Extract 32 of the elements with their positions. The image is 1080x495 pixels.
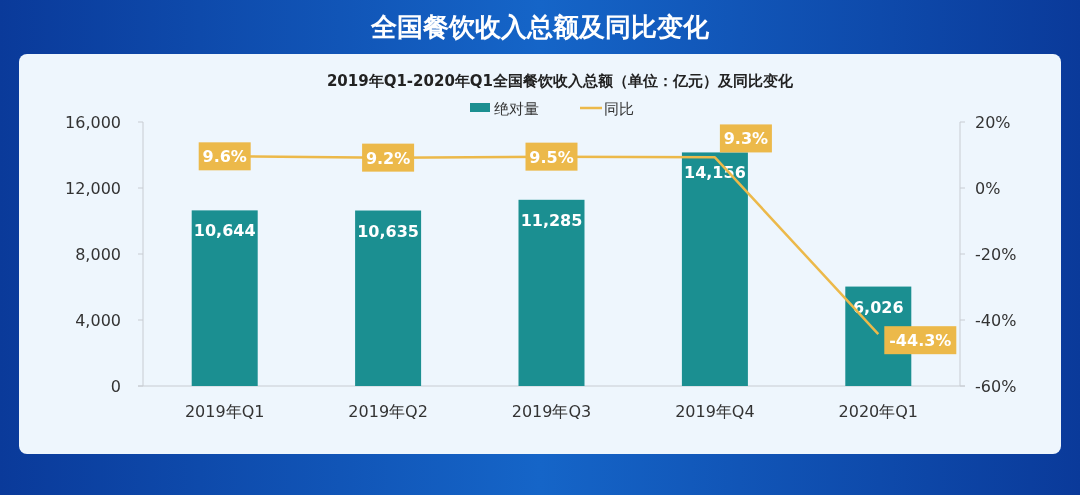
x-tick-label: 2020年Q1 — [838, 402, 919, 421]
data-label: 6,026 — [853, 297, 904, 317]
x-tick-label: 2019年Q4 — [675, 402, 755, 421]
y2-tick-label: -20% — [975, 245, 1017, 264]
legend-label: 同比 — [604, 100, 634, 118]
chart-subtitle: 2019年Q1-2020年Q1全国餐饮收入总额（单位：亿元）及同比变化 — [326, 72, 795, 90]
y-tick-label: 4,000 — [75, 311, 121, 330]
data-label: 9.3% — [723, 129, 769, 149]
y-tick-label: 12,000 — [65, 179, 121, 198]
bar — [191, 210, 258, 386]
y2-tick-label: 20% — [975, 113, 1011, 132]
data-label: 9.6% — [202, 147, 247, 167]
data-label: 10,635 — [357, 221, 419, 241]
data-label: -44.3% — [889, 331, 952, 351]
x-tick-label: 2019年Q1 — [184, 402, 265, 421]
y2-tick-label: -40% — [975, 311, 1017, 330]
data-label: 11,285 — [520, 210, 583, 230]
data-label: 9.5% — [529, 147, 574, 167]
y-tick-label: 0 — [110, 377, 121, 396]
data-label: 10,644 — [193, 221, 256, 241]
y2-tick-label: 0% — [975, 179, 1001, 198]
legend-label: 绝对量 — [494, 100, 539, 118]
bar — [518, 199, 585, 386]
y-tick-label: 8,000 — [75, 245, 121, 264]
x-tick-label: 2019年Q3 — [511, 402, 592, 421]
y-tick-label: 16,000 — [65, 113, 121, 132]
x-tick-label: 2019年Q2 — [348, 402, 428, 421]
chart-title: 全国餐饮收入总额及同比变化 — [370, 12, 710, 42]
bar — [355, 210, 422, 386]
bar — [681, 152, 748, 386]
data-label: 9.2% — [365, 148, 411, 168]
y2-tick-label: -60% — [975, 377, 1017, 396]
